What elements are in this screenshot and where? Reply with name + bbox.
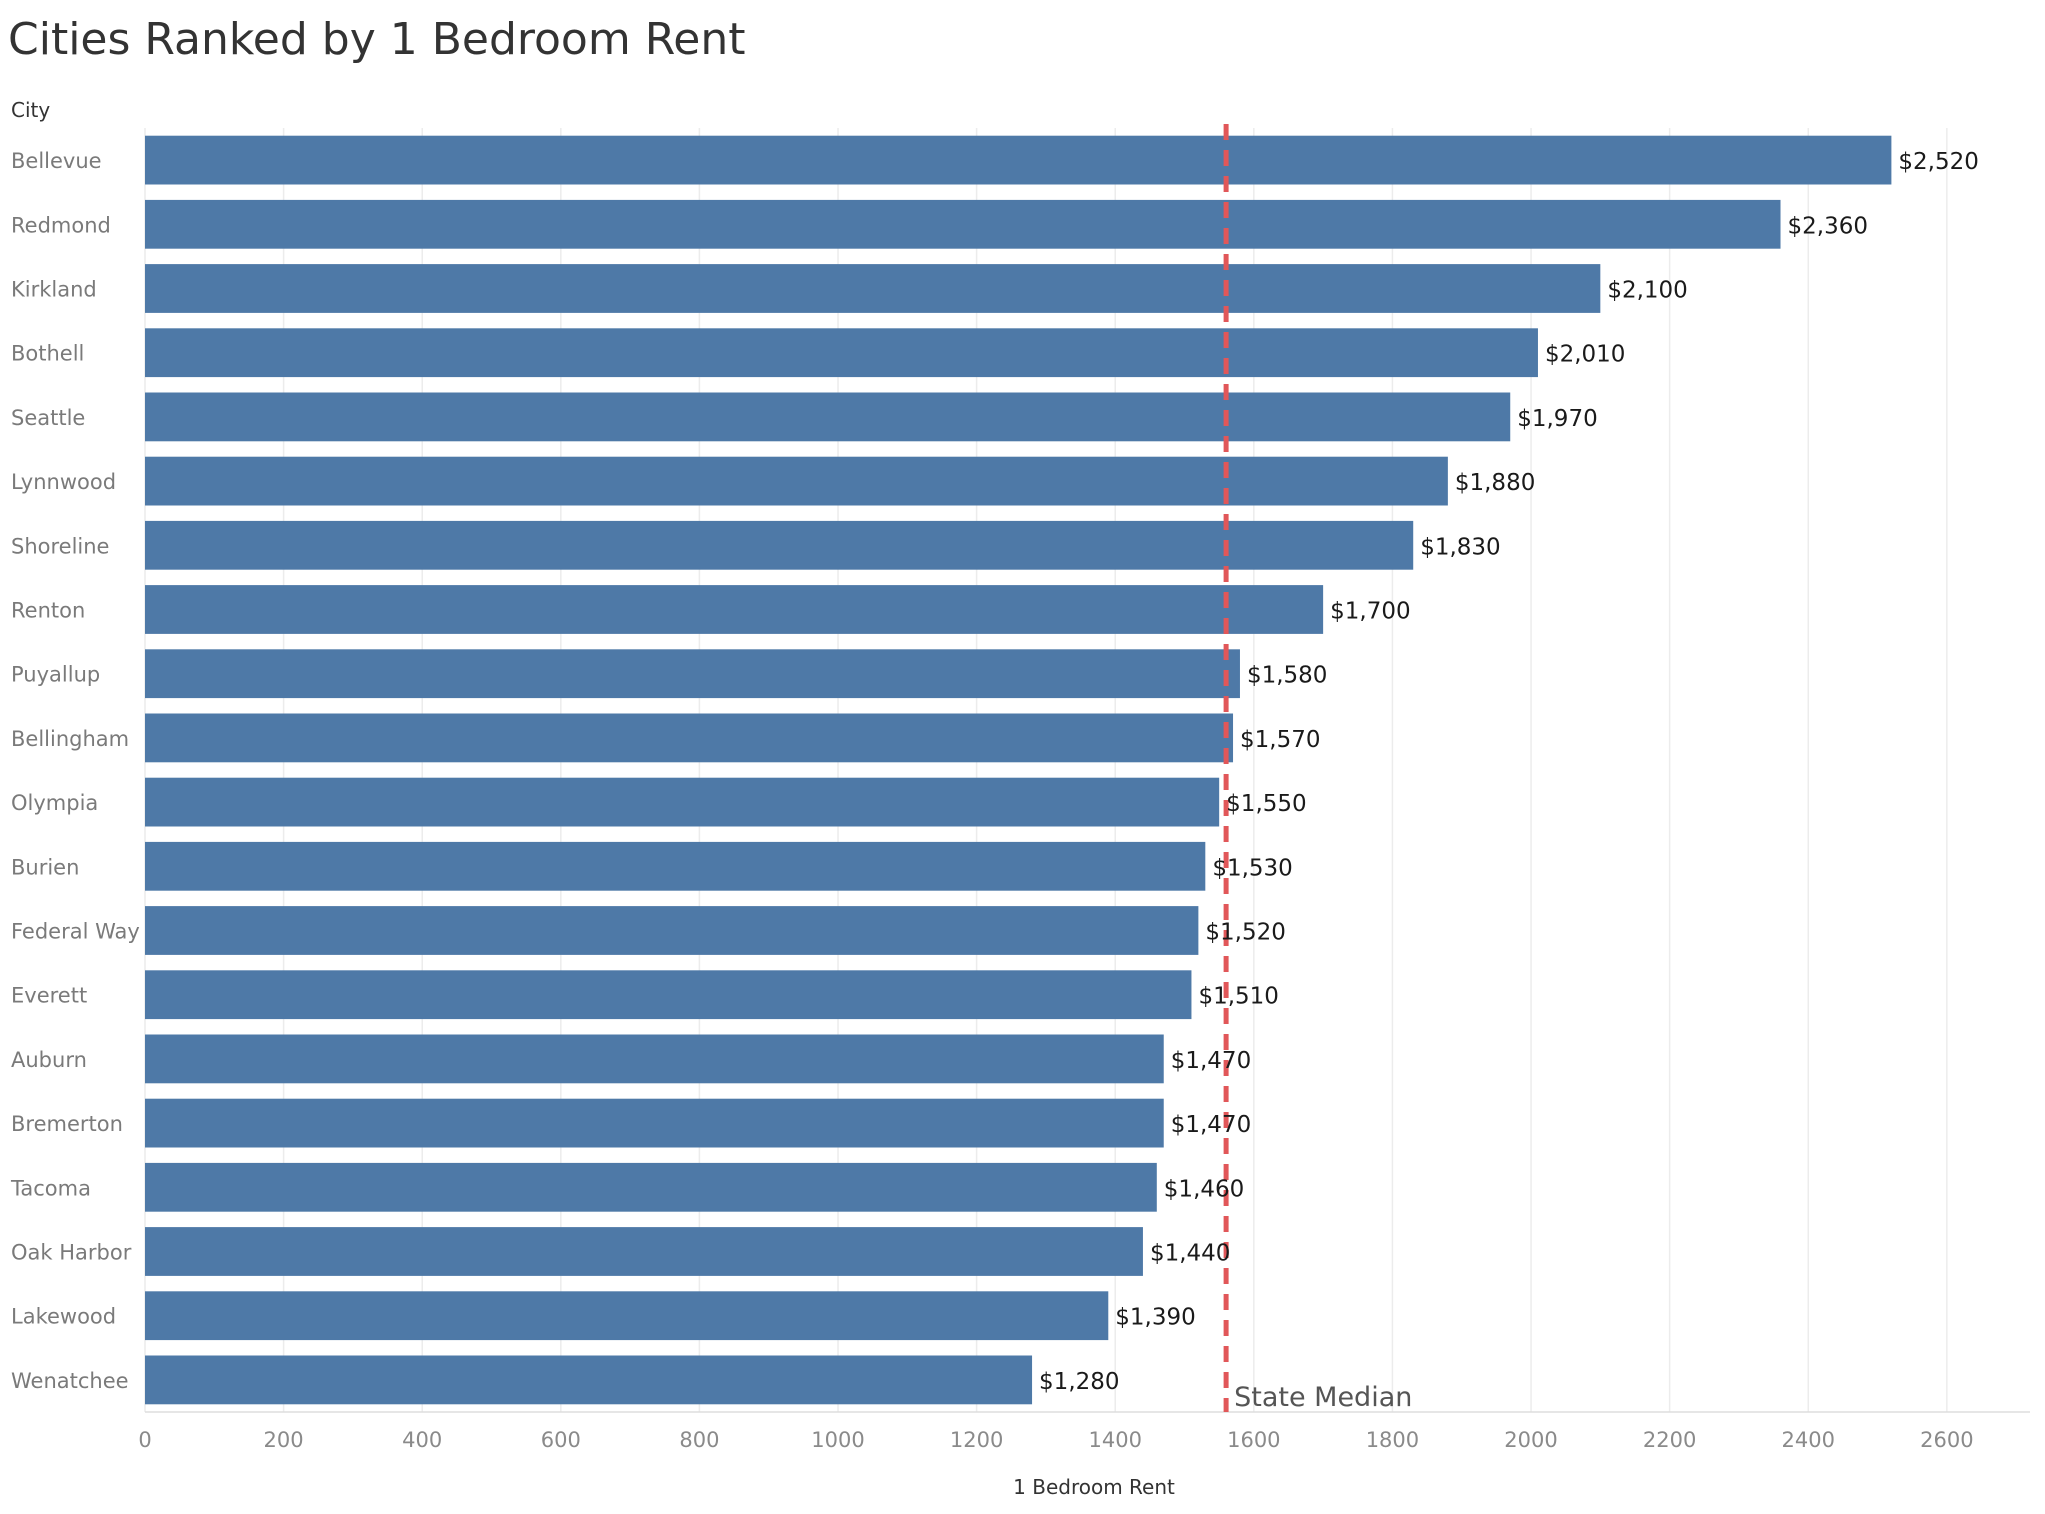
value-label: $1,570 <box>1240 727 1320 753</box>
x-axis-title: 1 Bedroom Rent <box>1013 1475 1175 1499</box>
category-label: Renton <box>11 599 85 623</box>
bar <box>145 1291 1109 1341</box>
bar <box>145 1355 1033 1405</box>
category-label: Tacoma <box>10 1176 91 1200</box>
labels: 0 200 400 600 800 1000 1200 1400 1600 1800 2000 220… <box>10 149 1979 1452</box>
value-label: $1,550 <box>1226 791 1306 817</box>
x-tick-label: 2400 <box>1782 1428 1835 1452</box>
x-tick-label: 600 <box>541 1428 581 1452</box>
bar <box>145 328 1538 378</box>
value-label: $1,970 <box>1517 406 1597 432</box>
category-label: Bellingham <box>11 727 129 751</box>
x-tick-label: 1800 <box>1366 1428 1419 1452</box>
bar <box>145 970 1192 1020</box>
category-label: Seattle <box>11 406 85 430</box>
x-tick-label: 1400 <box>1088 1428 1141 1452</box>
x-tick-label: 0 <box>138 1428 151 1452</box>
category-label: Bremerton <box>11 1112 123 1136</box>
value-label: $1,700 <box>1330 599 1410 625</box>
bar <box>145 713 1234 763</box>
bar <box>145 520 1414 570</box>
category-label: Olympia <box>11 791 98 815</box>
y-axis-title: City <box>11 98 50 122</box>
bar <box>145 199 1781 249</box>
category-label: Federal Way <box>11 920 140 944</box>
state-median-line-group: State Median <box>1223 124 1412 1413</box>
value-label: $1,510 <box>1198 984 1278 1010</box>
value-label: $1,580 <box>1247 663 1327 689</box>
category-label: Shoreline <box>11 534 109 558</box>
value-label: $1,520 <box>1205 920 1285 946</box>
bar <box>145 585 1324 634</box>
x-tick-label: 2600 <box>1920 1428 1973 1452</box>
value-label: $1,460 <box>1164 1176 1244 1202</box>
bar <box>145 906 1199 955</box>
category-label: Auburn <box>11 1048 87 1072</box>
x-tick-label: 1600 <box>1227 1428 1280 1452</box>
bar <box>145 264 1601 313</box>
bar <box>145 456 1448 506</box>
x-tick-label: 1000 <box>811 1428 864 1452</box>
category-label: Burien <box>11 855 79 879</box>
x-tick-label: 2000 <box>1504 1428 1557 1452</box>
bar <box>145 777 1220 827</box>
category-label: Bothell <box>11 342 84 366</box>
category-label: Lynnwood <box>11 470 116 494</box>
x-tick-label: 2200 <box>1643 1428 1696 1452</box>
bar <box>145 1034 1164 1084</box>
category-label: Redmond <box>11 213 111 237</box>
value-label: $1,530 <box>1212 855 1292 881</box>
bar <box>145 392 1511 442</box>
value-label: $1,440 <box>1150 1241 1230 1267</box>
category-label: Wenatchee <box>11 1369 129 1393</box>
x-tick-label: 200 <box>264 1428 304 1452</box>
value-label: $2,010 <box>1545 342 1625 368</box>
state-median-label: State Median <box>1234 1382 1412 1413</box>
bar <box>145 1098 1164 1148</box>
value-label: $1,830 <box>1420 534 1500 560</box>
x-tick-label: 400 <box>402 1428 442 1452</box>
value-label: $1,280 <box>1039 1369 1119 1395</box>
x-tick-label: 1200 <box>950 1428 1003 1452</box>
category-label: Puyallup <box>11 663 100 687</box>
value-label: $1,390 <box>1115 1305 1195 1331</box>
category-label: Kirkland <box>11 278 97 302</box>
category-label: Everett <box>11 984 87 1008</box>
x-tick-label: 800 <box>679 1428 719 1452</box>
value-label: $2,100 <box>1607 278 1687 304</box>
value-label: $1,470 <box>1171 1112 1251 1138</box>
category-label: Oak Harbor <box>11 1241 132 1265</box>
bar <box>145 1162 1157 1212</box>
bar <box>145 841 1206 891</box>
bar <box>145 135 1892 185</box>
grid-lines <box>144 128 2030 1413</box>
value-label: $2,360 <box>1788 213 1868 239</box>
bars <box>145 135 1892 1405</box>
bar <box>145 649 1240 699</box>
value-label: $1,470 <box>1171 1048 1251 1074</box>
chart-title: Cities Ranked by 1 Bedroom Rent <box>8 14 746 65</box>
value-label: $2,520 <box>1898 149 1978 175</box>
bar <box>145 1227 1143 1276</box>
value-label: $1,880 <box>1455 470 1535 496</box>
category-label: Lakewood <box>11 1305 116 1329</box>
category-label: Bellevue <box>11 149 102 173</box>
